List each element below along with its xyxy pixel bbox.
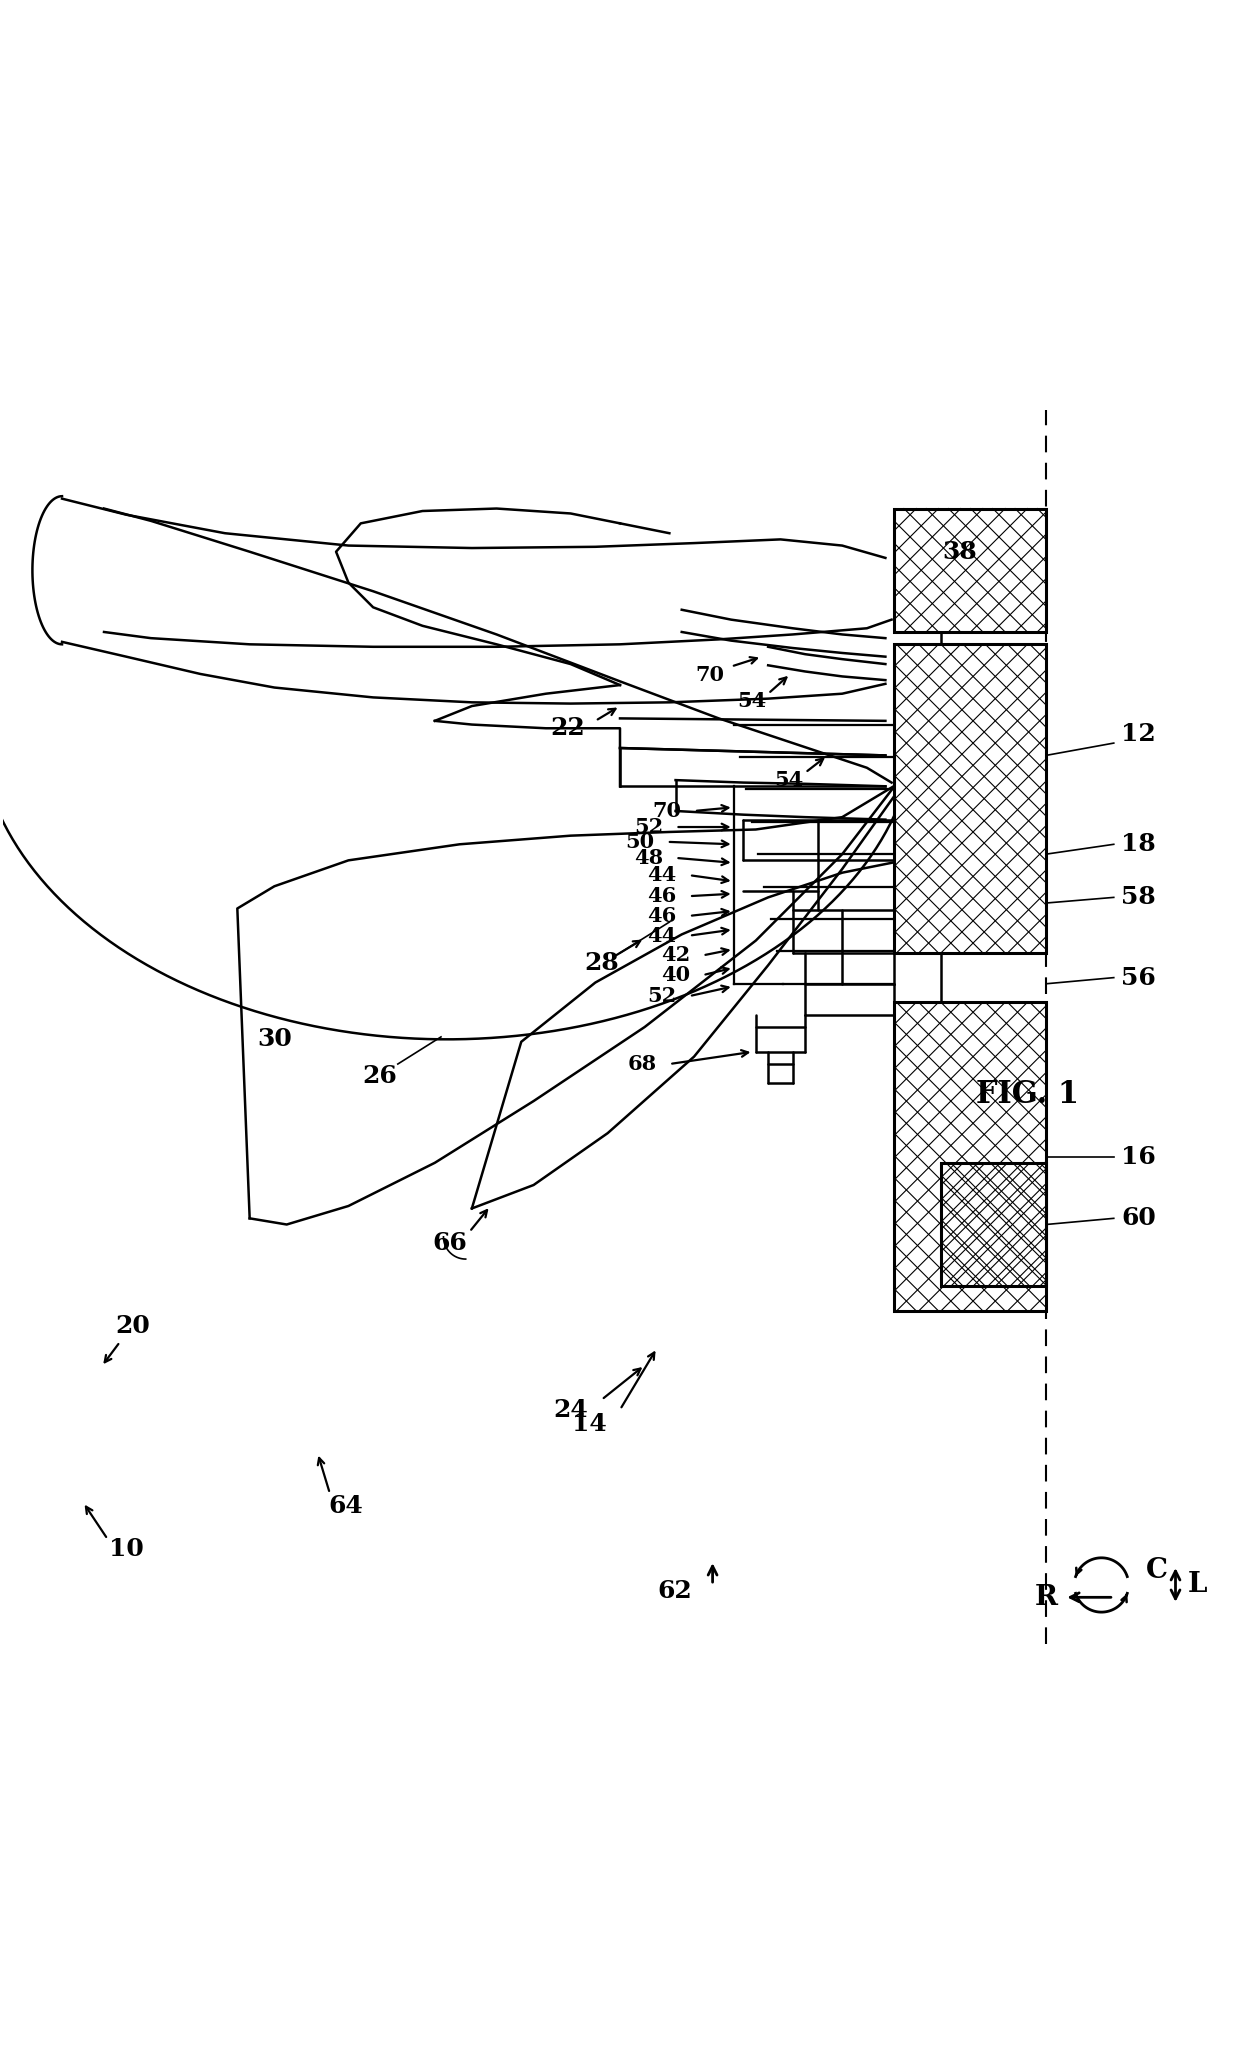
Text: 22: 22 [551,717,585,739]
Text: 50: 50 [625,832,655,852]
Polygon shape [894,645,1045,953]
Text: 68: 68 [627,1054,657,1074]
Text: R: R [1034,1584,1058,1610]
Text: 44: 44 [647,865,677,885]
Text: L: L [1188,1571,1208,1598]
Text: 18: 18 [1121,832,1156,857]
Polygon shape [941,1163,1045,1286]
Text: 30: 30 [257,1027,291,1052]
Text: 12: 12 [1121,723,1156,746]
Text: FIG. 1: FIG. 1 [976,1080,1079,1111]
Polygon shape [894,509,1045,633]
Text: C: C [1146,1557,1168,1584]
Text: 28: 28 [584,951,619,976]
Text: 24: 24 [553,1397,588,1421]
Text: 44: 44 [647,926,677,945]
Text: 58: 58 [1121,885,1156,910]
Text: 56: 56 [1121,965,1156,990]
Text: 70: 70 [652,801,682,822]
Text: 60: 60 [1121,1206,1156,1230]
Text: 62: 62 [657,1580,692,1602]
Polygon shape [894,1002,1045,1310]
Text: 52: 52 [634,817,663,838]
Text: 16: 16 [1121,1144,1156,1169]
Text: 54: 54 [775,770,804,791]
Text: 42: 42 [661,945,691,965]
Text: 48: 48 [634,848,663,869]
Text: 66: 66 [433,1230,467,1255]
Text: 14: 14 [572,1413,606,1436]
Text: 20: 20 [115,1315,150,1337]
Text: 10: 10 [109,1536,144,1561]
Text: 38: 38 [942,540,977,563]
Text: 52: 52 [647,986,677,1006]
Text: 46: 46 [647,906,677,926]
Text: 70: 70 [696,665,724,686]
Text: 64: 64 [329,1493,363,1518]
Text: 54: 54 [738,690,766,711]
Text: 40: 40 [661,965,691,986]
Text: 46: 46 [647,885,677,906]
Text: 26: 26 [362,1064,397,1089]
